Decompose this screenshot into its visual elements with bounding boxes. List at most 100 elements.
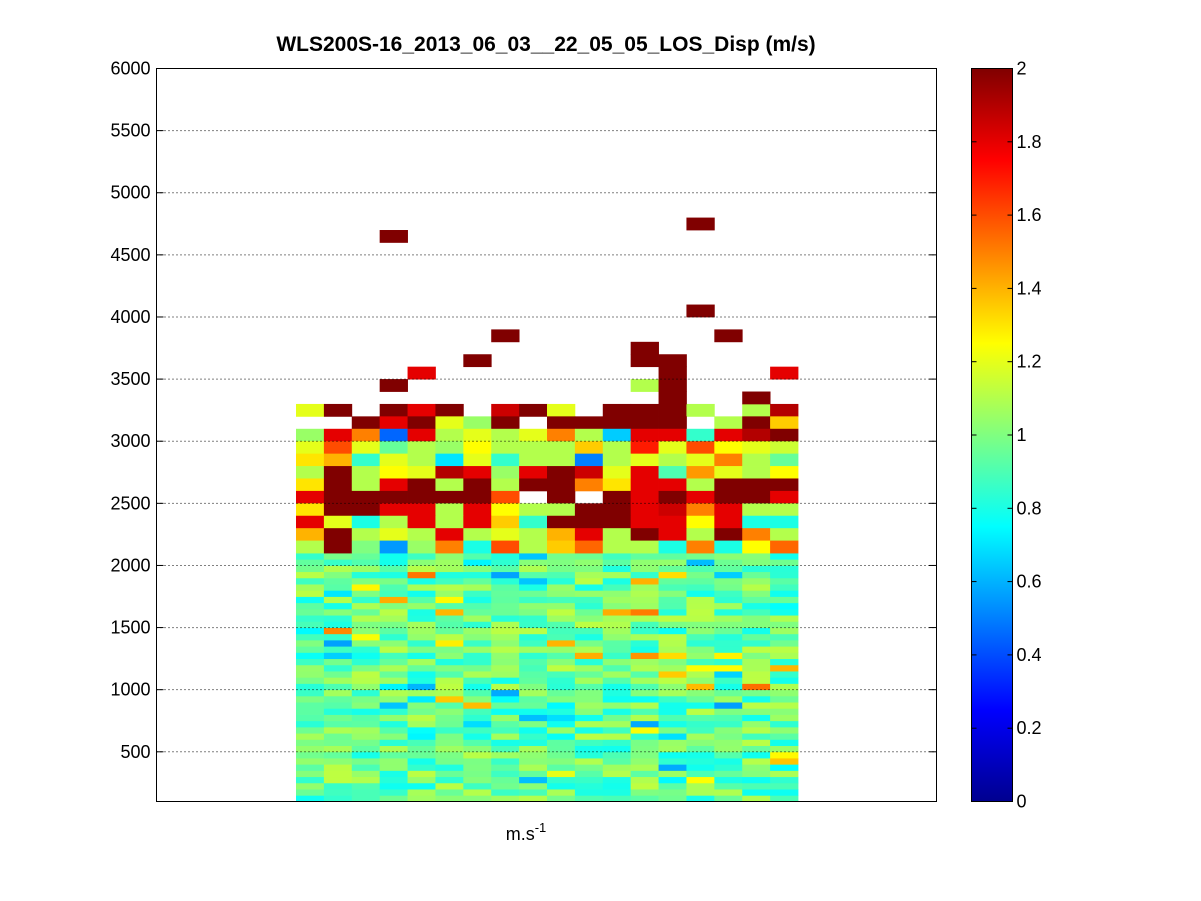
heatmap-cell: [714, 478, 743, 492]
heatmap-cell: [714, 745, 743, 753]
heatmap-cell: [742, 559, 771, 566]
heatmap-cell: [351, 515, 381, 529]
heatmap-cell: [547, 490, 576, 504]
heatmap-cell: [742, 776, 771, 784]
heatmap-cell: [770, 633, 799, 641]
heatmap-cell: [323, 764, 353, 771]
heatmap-cell: [547, 758, 576, 765]
heatmap-cell: [574, 633, 604, 641]
heatmap-cell: [658, 403, 687, 417]
heatmap-cell: [658, 726, 687, 734]
heatmap-cell: [379, 565, 408, 573]
heatmap-cell: [630, 354, 659, 368]
heatmap-cell: [574, 478, 604, 492]
heatmap-cell: [323, 608, 353, 616]
heatmap-cell: [658, 528, 687, 541]
heatmap-cell: [714, 714, 743, 722]
x-axis-label-exponent: -1: [535, 820, 547, 835]
heatmap-cell: [519, 466, 548, 479]
heatmap-cell: [519, 528, 548, 541]
heatmap-cell: [742, 466, 771, 479]
heatmap-cell: [407, 503, 436, 517]
heatmap-cell: [407, 782, 436, 790]
heatmap-cell: [351, 596, 381, 604]
heatmap-cell: [519, 726, 548, 734]
heatmap-cell: [491, 770, 520, 778]
heatmap-cell: [770, 621, 799, 628]
heatmap-cell: [770, 540, 799, 554]
heatmap-cell: [742, 658, 771, 666]
heatmap-cell: [742, 627, 771, 635]
heatmap-cell: [407, 565, 436, 573]
heatmap-cell: [379, 441, 408, 455]
heatmap-cell: [742, 503, 771, 517]
heatmap-cell: [547, 615, 576, 622]
heatmap-cell: [351, 677, 381, 684]
heatmap-cell: [602, 602, 632, 610]
heatmap-cell: [435, 584, 464, 591]
heatmap-cell: [714, 329, 743, 343]
heatmap-cell: [547, 751, 576, 759]
heatmap-cell: [379, 503, 408, 517]
heatmap-cell: [630, 770, 659, 778]
heatmap-cell: [463, 602, 492, 610]
heatmap-cell: [379, 540, 408, 554]
heatmap-cell: [323, 776, 353, 784]
heatmap-cell: [435, 453, 464, 467]
heatmap-cell: [658, 627, 687, 635]
heatmap-cell: [435, 733, 464, 740]
heatmap-cell: [574, 745, 604, 753]
heatmap-cell: [435, 689, 464, 697]
heatmap-cell: [630, 602, 659, 610]
heatmap-cell: [435, 559, 464, 566]
heatmap-cell: [296, 646, 325, 653]
heatmap-cell: [379, 627, 408, 635]
heatmap-cell: [547, 478, 576, 492]
heatmap-cell: [519, 453, 548, 467]
heatmap-cell: [742, 708, 771, 715]
heatmap-cell: [658, 646, 687, 653]
heatmap-cell: [491, 503, 520, 517]
heatmap-cell: [323, 646, 353, 653]
heatmap-cell: [379, 745, 408, 753]
heatmap-cell: [602, 627, 632, 635]
heatmap-cell: [742, 490, 771, 504]
heatmap-cell: [602, 571, 632, 579]
heatmap-cell: [770, 770, 799, 778]
heatmap-cell: [351, 671, 381, 678]
heatmap-cell: [407, 478, 436, 492]
heatmap-cell: [602, 789, 632, 796]
heatmap-cell: [296, 466, 325, 479]
heatmap-cell: [658, 751, 687, 759]
heatmap-cell: [602, 403, 632, 417]
heatmap-cell: [463, 577, 492, 585]
heatmap-cell: [296, 403, 325, 417]
heatmap-cell: [519, 627, 548, 635]
heatmap-cell: [714, 789, 743, 796]
heatmap-cell: [491, 466, 520, 479]
heatmap-cell: [714, 503, 743, 517]
heatmap-cell: [379, 602, 408, 610]
heatmap-cell: [630, 627, 659, 635]
heatmap-cell: [296, 584, 325, 591]
heatmap-cell: [407, 671, 436, 678]
heatmap-cell: [491, 571, 520, 579]
heatmap-cell: [658, 540, 687, 554]
heatmap-cell: [351, 621, 381, 628]
heatmap-cell: [742, 528, 771, 541]
heatmap-cell: [630, 758, 659, 765]
heatmap-cell: [658, 795, 687, 802]
heatmap-cell: [463, 782, 492, 790]
heatmap-cells: [296, 217, 799, 802]
heatmap-cell: [379, 776, 408, 784]
heatmap-cell: [742, 571, 771, 579]
heatmap-cell: [351, 733, 381, 740]
heatmap-cell: [602, 751, 632, 759]
heatmap-cell: [547, 776, 576, 784]
heatmap-cell: [519, 515, 548, 529]
heatmap-cell: [686, 528, 715, 541]
heatmap-cell: [742, 652, 771, 660]
heatmap-cell: [630, 695, 659, 703]
heatmap-cell: [379, 739, 408, 746]
heatmap-cell: [630, 714, 659, 722]
